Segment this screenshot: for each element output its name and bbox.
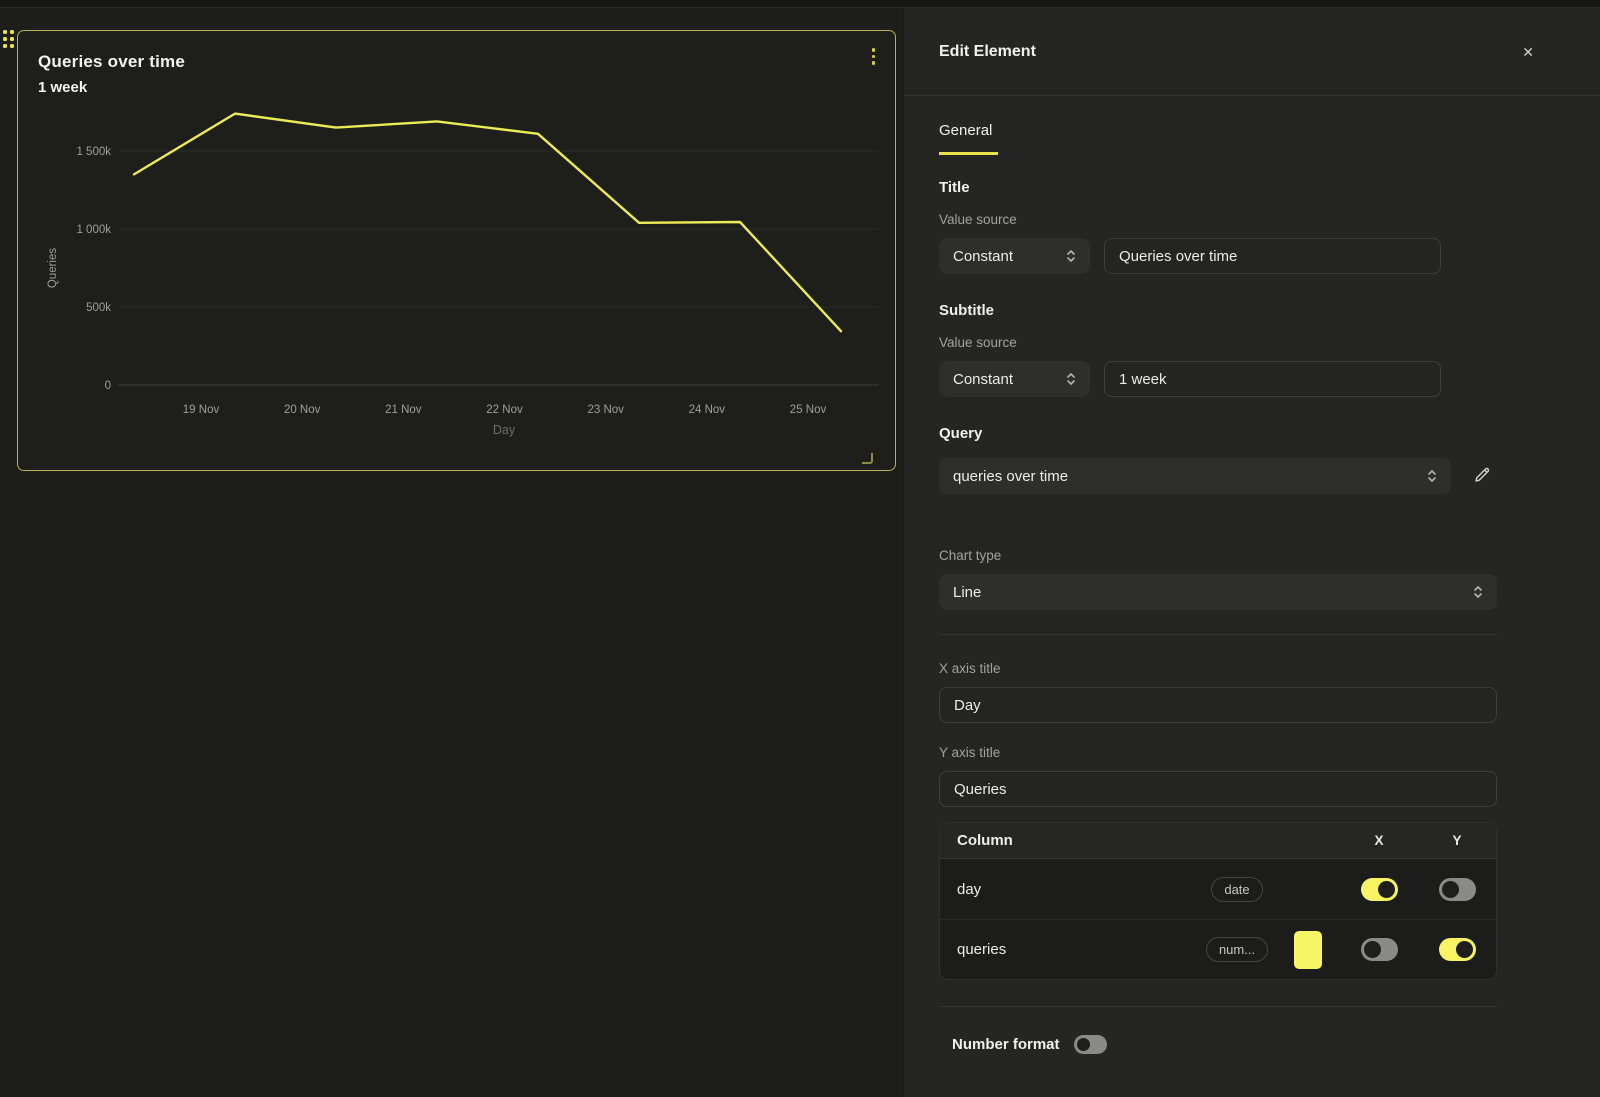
x-tick-label: 22 Nov [486, 404, 523, 416]
x-toggle-day[interactable] [1360, 877, 1398, 901]
chart-title: Queries over time [38, 52, 186, 71]
x-header: X [1374, 833, 1384, 848]
panel-tabs: General [939, 116, 1496, 155]
subtitle-value-source-label: Value source [939, 335, 1017, 350]
title-value-source-label: Value source [939, 212, 1017, 227]
title-source-value: Constant [953, 247, 1014, 265]
query-select-value: queries over time [953, 467, 1069, 485]
x-tick-label: 23 Nov [587, 404, 624, 416]
x-tick-label: 25 Nov [790, 404, 827, 416]
x-tick-label: 21 Nov [385, 404, 422, 416]
chart-card[interactable]: Queries over time 1 week 1 500k 1 000k 500… [17, 30, 896, 471]
line-chart: 1 500k 1 000k 500k 0 19 Nov 20 Nov 21 Nov 22 No… [47, 112, 879, 437]
subtitle-section-heading: Subtitle [939, 302, 994, 319]
table-row-day: day date [940, 859, 1496, 919]
tab-general[interactable]: General [939, 116, 999, 155]
y-axis-title-label: Y axis title [939, 745, 1001, 760]
card-menu-kebab-icon[interactable] [868, 44, 880, 69]
section-divider [939, 634, 1497, 635]
x-axis-title: Day [493, 423, 516, 437]
title-source-select[interactable]: Constant [939, 238, 1090, 274]
window-top-edge [0, 0, 1600, 8]
query-select[interactable]: queries over time [939, 458, 1451, 494]
x-tick-label: 20 Nov [284, 404, 321, 416]
updown-chevron-icon [1067, 250, 1075, 262]
columns-table-header: Column X Y [940, 823, 1496, 859]
y-toggle-day[interactable] [1438, 877, 1476, 901]
y-tick-label: 0 [105, 380, 111, 392]
chart-type-label: Chart type [939, 548, 1002, 563]
updown-chevron-icon [1428, 470, 1436, 482]
panel-title: Edit Element [939, 42, 1036, 60]
updown-chevron-icon [1474, 586, 1482, 598]
section-divider [939, 1006, 1497, 1007]
title-value-input[interactable]: Queries over time [1104, 238, 1441, 274]
number-format-toggle[interactable] [1073, 1035, 1107, 1054]
title-section-heading: Title [939, 179, 970, 196]
subtitle-value-input[interactable]: 1 week [1104, 361, 1441, 397]
y-tick-label: 1 000k [76, 224, 111, 236]
y-tick-label: 500k [86, 302, 111, 314]
x-axis-title-input[interactable]: Day [939, 687, 1497, 723]
query-section-heading: Query [939, 425, 983, 442]
close-panel-button[interactable]: ✕ [1518, 41, 1538, 63]
column-name: queries [957, 941, 1007, 958]
chart-type-value: Line [953, 583, 982, 601]
table-row-queries: queries num... [940, 919, 1496, 979]
series-color-swatch[interactable] [1294, 930, 1322, 969]
card-drag-handle-icon[interactable] [3, 30, 14, 48]
updown-chevron-icon [1067, 373, 1075, 385]
y-axis-title: Queries [47, 248, 59, 289]
chart-subtitle: 1 week [38, 79, 88, 96]
edit-query-pencil-icon[interactable] [1468, 461, 1496, 492]
column-name: day [957, 880, 982, 898]
type-badge: num... [1205, 937, 1269, 962]
y-header: Y [1452, 833, 1462, 848]
y-toggle-queries[interactable] [1438, 938, 1476, 961]
edit-element-panel: Edit Element ✕ General Title Value sourc… [903, 8, 1600, 1097]
queries-line-series [132, 112, 843, 333]
chart-type-select[interactable]: Line [939, 574, 1497, 610]
subtitle-source-value: Constant [953, 370, 1014, 388]
column-header: Column [957, 832, 1013, 849]
subtitle-source-select[interactable]: Constant [939, 361, 1090, 397]
type-badge: date [1211, 876, 1263, 902]
columns-table-body: day date queries num... [940, 859, 1496, 979]
panel-header: Edit Element ✕ [904, 8, 1600, 96]
y-axis-title-input[interactable]: Queries [939, 771, 1497, 807]
x-tick-label: 19 Nov [183, 404, 220, 416]
columns-table: Column X Y day date queries num... [939, 822, 1497, 980]
card-resize-handle-icon[interactable] [862, 453, 873, 464]
x-toggle-queries[interactable] [1360, 938, 1398, 961]
y-tick-label: 1 500k [76, 146, 111, 158]
number-format-label: Number format [952, 1036, 1060, 1053]
x-tick-label: 24 Nov [689, 404, 726, 416]
x-axis-title-label: X axis title [939, 661, 1001, 676]
